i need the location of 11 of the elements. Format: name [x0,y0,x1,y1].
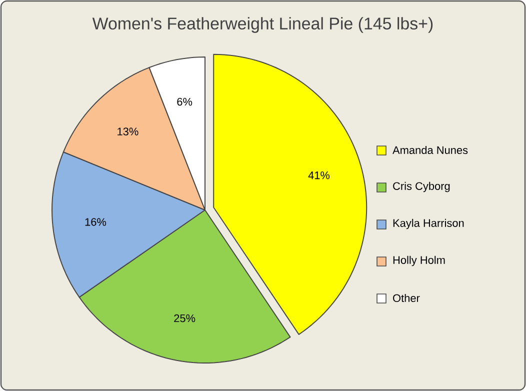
data-label: 6% [177,98,192,106]
legend-label: Amanda Nunes [392,146,468,154]
legend-label: Holly Holm [393,256,445,266]
data-label: 13% [118,128,138,136]
data-label: 16% [85,218,106,226]
data-label: 25% [174,314,196,322]
data-label: 41% [308,171,330,180]
chart-title: Women's Featherweight Lineal Pie (145 lbs+) [92,17,433,33]
legend-label: Kayla Harrison [393,218,464,230]
legend-label: Cris Cyborg [393,182,450,192]
legend-label: Other [393,294,420,302]
